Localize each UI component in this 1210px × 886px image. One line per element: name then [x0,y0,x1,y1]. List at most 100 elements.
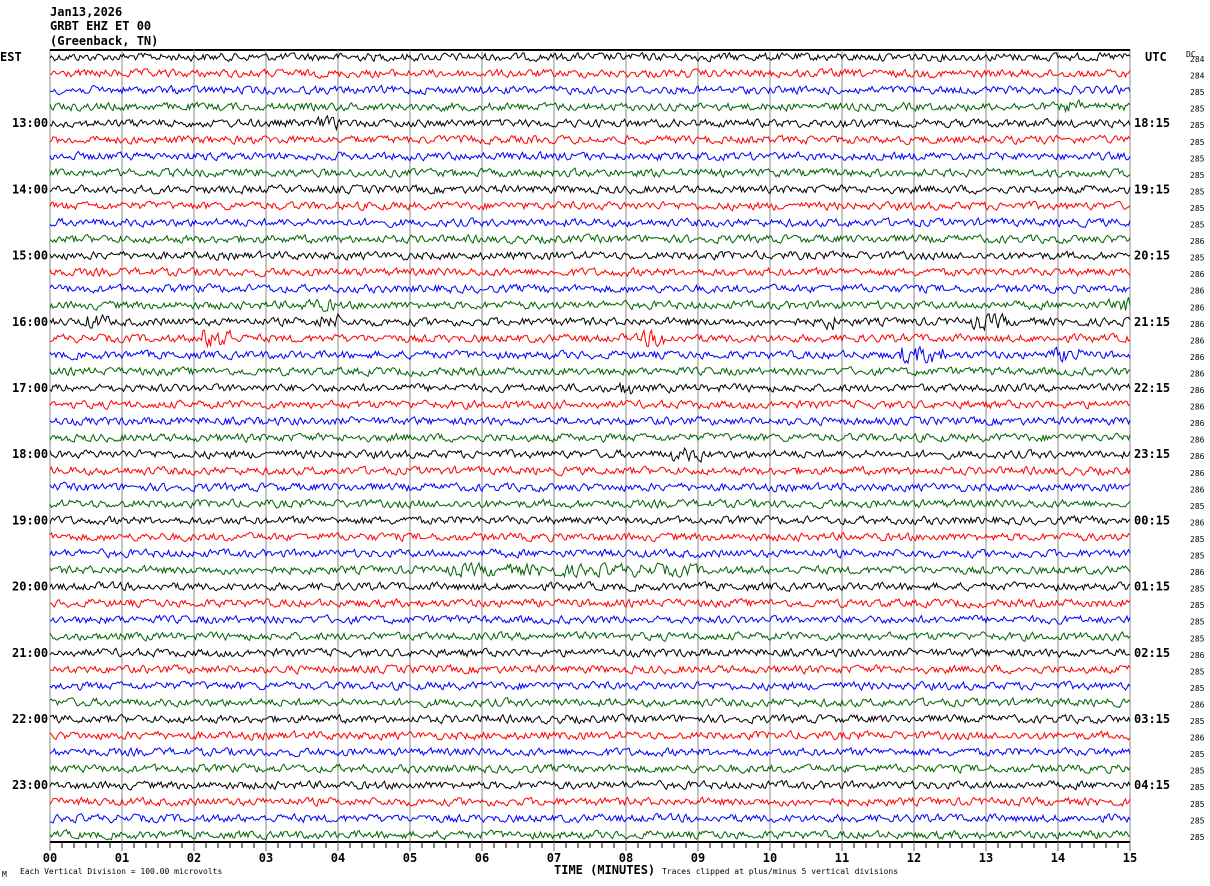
dc-offset-value: 286 [1190,270,1205,279]
dc-offset-value: 284 [1190,55,1205,64]
dc-offset-value: 285 [1190,800,1205,809]
dc-offset-value: 285 [1190,221,1205,230]
dc-offset-value: 286 [1190,336,1205,345]
right-hour-label: 18:15 [1134,116,1170,130]
dc-offset-value: 285 [1190,552,1205,561]
dc-offset-value: 285 [1190,502,1205,511]
seismic-trace-row [49,432,1131,444]
left-hour-label: 22:00 [12,712,48,726]
seismic-trace-row [49,812,1131,824]
dc-offset-value: 286 [1190,403,1205,412]
dc-offset-value: 286 [1190,287,1205,296]
left-hour-label: 20:00 [12,580,48,594]
seismic-trace-row [49,561,1131,579]
dc-offset-value: 286 [1190,485,1205,494]
left-hour-label: 15:00 [12,249,48,263]
seismic-trace-row [49,415,1131,427]
x-tick-label: 10 [763,851,777,865]
dc-offset-value: 286 [1190,419,1205,428]
seismic-trace-row [49,167,1131,179]
dc-offset-value: 285 [1190,667,1205,676]
dc-offset-value: 286 [1190,303,1205,312]
seismic-trace-row [49,481,1131,493]
seismic-trace-row [49,381,1131,395]
seismic-trace-row [49,51,1131,63]
dc-offset-value: 285 [1190,783,1205,792]
dc-offset-value: 286 [1190,369,1205,378]
seismic-trace-row [49,233,1131,245]
right-hour-label: 00:15 [1134,513,1170,527]
dc-header-label: DC [1186,50,1196,59]
dc-offset-value: 285 [1190,750,1205,759]
seismic-trace-row [49,446,1131,464]
dc-offset-value: 286 [1190,353,1205,362]
dc-offset-value: 285 [1190,204,1205,213]
dc-offset-value: 285 [1190,254,1205,263]
right-hour-label: 22:15 [1134,381,1170,395]
seismic-trace-row [49,630,1131,642]
dc-offset-value: 285 [1190,535,1205,544]
seismic-trace-row [49,84,1131,96]
x-tick-label: 01 [115,851,129,865]
x-tick-label: 07 [547,851,561,865]
seismic-trace-row [49,345,1131,365]
dc-offset-value: 285 [1190,121,1205,130]
left-hour-labels: 13:00 14:00 15:00 16:00 17:00 18:00 19:00 20:00… [12,116,48,792]
left-hour-label: 16:00 [12,315,48,329]
seismic-trace-row [49,266,1131,278]
seismic-trace-row [49,498,1131,510]
dc-offset-value: 286 [1190,734,1205,743]
seismic-trace-row [49,134,1131,146]
seismic-trace-row [49,614,1131,625]
seismic-trace-row [49,365,1131,378]
station-code: GRBT EHZ ET 00 [50,19,151,33]
scale-note: Each Vertical Division = 100.00 microvol… [20,867,222,876]
x-tick-label: 12 [907,851,921,865]
seismic-trace-row [49,183,1131,195]
seismic-trace-row [49,829,1131,841]
seismic-trace-row [49,547,1131,559]
seismic-trace-row [49,328,1131,349]
seismic-trace-row [49,217,1131,229]
left-hour-label: 19:00 [12,513,48,527]
seismic-trace-row [49,465,1131,477]
clip-note: Traces clipped at plus/minus 5 vertical … [662,867,898,876]
dc-offset-value: 285 [1190,105,1205,114]
dc-offset-value: 285 [1190,88,1205,97]
seismic-trace-row [49,399,1131,411]
dc-offset-value: 285 [1190,601,1205,610]
dc-offset-value: 286 [1190,469,1205,478]
dc-offset-value: 285 [1190,585,1205,594]
left-hour-label: 17:00 [12,381,48,395]
x-tick-label: 09 [691,851,705,865]
left-timezone-label: EST [0,50,22,64]
corner-mark: M [2,870,7,879]
seismic-trace-row [49,713,1131,725]
dc-offset-column: 284 284 285 285 285 285 285 285 285 285 285 286 285 2… [1190,55,1205,842]
left-hour-label: 23:00 [12,778,48,792]
seismic-trace-row [49,746,1131,758]
dc-offset-value: 285 [1190,154,1205,163]
seismic-trace-row [49,531,1131,543]
seismic-trace-row [49,312,1131,332]
chart-date: Jan13,2026 [50,5,122,19]
seismic-trace-row [49,114,1131,132]
seismic-trace-row [49,297,1131,313]
right-hour-label: 02:15 [1134,646,1170,660]
plot-frame [49,49,1131,843]
right-hour-label: 23:15 [1134,447,1170,461]
left-hour-label: 14:00 [12,182,48,196]
dc-offset-value: 285 [1190,171,1205,180]
seismic-trace-row [49,796,1131,808]
x-tick-label: 15 [1123,851,1137,865]
x-tick-label: 05 [403,851,417,865]
x-tick-label: 13 [979,851,993,865]
dc-offset-value: 285 [1190,684,1205,693]
seismic-trace-row [49,68,1131,79]
x-tick-label: 04 [331,851,345,865]
seismic-trace-row [49,779,1131,791]
seismic-trace-row [49,150,1131,162]
dc-offset-value: 285 [1190,717,1205,726]
seismic-trace-row [49,98,1131,114]
